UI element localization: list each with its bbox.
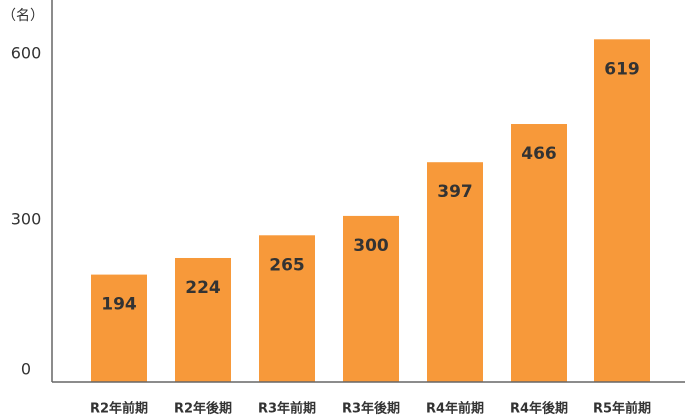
- value-label: 466: [521, 144, 557, 164]
- value-label: 265: [269, 255, 305, 275]
- y-tick-label: 300: [11, 209, 42, 228]
- bar: [427, 162, 483, 382]
- x-tick-label: R4年後期: [510, 401, 568, 417]
- bar: [594, 39, 650, 382]
- value-label: 224: [185, 278, 221, 298]
- bar: [259, 235, 315, 382]
- x-tick-label: R3年後期: [342, 401, 400, 417]
- x-tick-label: R2年後期: [174, 401, 232, 417]
- x-tick-label: R3年前期: [258, 401, 316, 417]
- y-tick-label: 600: [11, 43, 42, 62]
- bar: [511, 124, 567, 382]
- y-axis-label: （名）: [2, 8, 44, 24]
- y-tick-label: 0: [21, 360, 31, 379]
- x-tick-label: R2年前期: [90, 401, 148, 417]
- x-tick-label: R4年前期: [426, 401, 484, 417]
- value-label: 619: [604, 59, 640, 79]
- value-label: 397: [437, 182, 473, 202]
- bar: [343, 215, 399, 382]
- value-label: 194: [101, 295, 137, 315]
- bar: [175, 257, 231, 382]
- bar: [91, 274, 147, 382]
- value-label: 300: [353, 236, 389, 256]
- x-tick-label: R5年前期: [593, 401, 651, 417]
